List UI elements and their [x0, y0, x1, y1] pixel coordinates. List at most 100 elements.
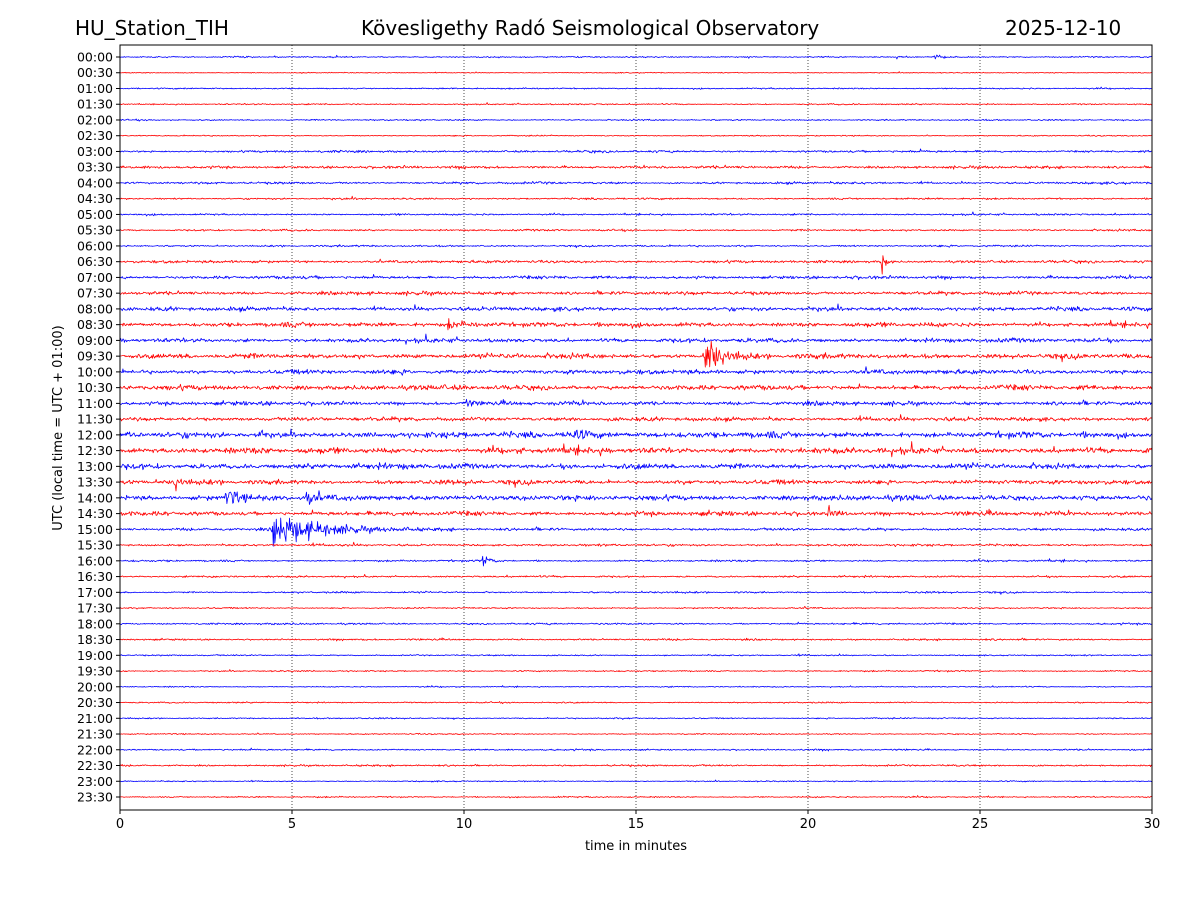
- y-tick-label: 13:00: [77, 459, 113, 474]
- y-tick-label: 04:30: [77, 191, 113, 206]
- y-tick-label: 17:00: [77, 585, 113, 600]
- trace-0100: [119, 86, 1153, 90]
- y-tick-label: 19:30: [77, 664, 113, 679]
- x-tick-label: 5: [288, 817, 296, 832]
- trace-1230: [119, 441, 1153, 458]
- y-tick-label: 00:00: [77, 50, 113, 65]
- trace-0700: [119, 274, 1153, 281]
- trace-2330: [120, 795, 1153, 799]
- trace-1600: [119, 555, 1153, 567]
- trace-0630: [119, 255, 1153, 275]
- y-tick-label: 11:30: [77, 412, 113, 427]
- y-tick-label: 14:30: [77, 506, 113, 521]
- trace-0330: [119, 164, 1153, 170]
- x-axis-label: time in minutes: [585, 839, 687, 854]
- chart-date: 2025-12-10: [1005, 16, 1122, 40]
- trace-1330: [119, 478, 1153, 492]
- trace-0930: [119, 340, 1153, 368]
- trace-1430: [119, 504, 1153, 518]
- y-tick-label: 07:30: [77, 286, 113, 301]
- trace-0900: [119, 333, 1153, 345]
- trace-1030: [119, 383, 1153, 392]
- y-tick-label: 21:30: [77, 727, 113, 742]
- y-tick-label: 18:30: [77, 632, 113, 647]
- y-tick-label: 02:00: [77, 112, 113, 127]
- y-tick-label: 21:00: [77, 711, 113, 726]
- trace-0600: [119, 244, 1153, 249]
- trace-0000: [120, 54, 1153, 60]
- trace-2100: [119, 717, 1153, 720]
- trace-1300: [119, 462, 1153, 471]
- trace-1800: [119, 621, 1153, 626]
- y-tick-label: 08:30: [77, 317, 113, 332]
- y-tick-label: 00:30: [77, 65, 113, 80]
- trace-0730: [119, 290, 1153, 297]
- trace-1000: [119, 366, 1153, 376]
- y-tick-label: 19:00: [77, 648, 113, 663]
- y-tick-label: 09:30: [77, 349, 113, 364]
- trace-0830: [119, 318, 1153, 331]
- x-tick-label: 25: [972, 817, 989, 832]
- trace-0430: [119, 195, 1153, 201]
- trace-1530: [119, 541, 1153, 547]
- y-tick-label: 20:00: [77, 679, 113, 694]
- y-tick-label: 01:30: [77, 97, 113, 112]
- y-tick-label: 04:00: [77, 175, 113, 190]
- trace-2000: [119, 685, 1153, 689]
- y-tick-label: 16:00: [77, 553, 113, 568]
- x-tick-label: 10: [456, 817, 473, 832]
- trace-0300: [119, 148, 1153, 154]
- y-tick-label: 08:00: [77, 301, 113, 316]
- trace-1130: [119, 414, 1153, 423]
- y-tick-label: 11:00: [77, 396, 113, 411]
- y-tick-label: 18:00: [77, 616, 113, 631]
- y-tick-label: 12:00: [77, 427, 113, 442]
- trace-1930: [119, 669, 1152, 673]
- station-name: HU_Station_TIH: [75, 16, 229, 40]
- y-tick-label: 16:30: [77, 569, 113, 584]
- x-tick-label: 20: [800, 817, 817, 832]
- y-tick-label: 01:00: [77, 81, 113, 96]
- y-tick-label: 03:30: [77, 160, 113, 175]
- y-tick-label: 10:00: [77, 364, 113, 379]
- y-tick-label: 17:30: [77, 601, 113, 616]
- y-tick-label: 13:30: [77, 475, 113, 490]
- y-tick-label: 15:00: [77, 522, 113, 537]
- y-tick-label: 09:00: [77, 333, 113, 348]
- y-tick-label: 03:00: [77, 144, 113, 159]
- trace-2230: [119, 763, 1153, 768]
- y-tick-label: 07:00: [77, 270, 113, 285]
- trace-1400: [119, 490, 1153, 505]
- trace-1630: [119, 574, 1153, 579]
- trace-2200: [119, 747, 1153, 752]
- chart-title: Kövesligethy Radó Seismological Observat…: [361, 16, 820, 40]
- y-tick-label: 15:30: [77, 538, 113, 553]
- x-tick-label: 15: [628, 817, 645, 832]
- trace-2030: [119, 701, 1153, 705]
- y-tick-label: 10:30: [77, 380, 113, 395]
- y-tick-label: 20:30: [77, 695, 113, 710]
- trace-0800: [119, 303, 1153, 313]
- trace-0530: [119, 228, 1153, 233]
- x-tick-label: 0: [116, 817, 124, 832]
- trace-0230: [119, 134, 1152, 137]
- y-tick-label: 23:00: [77, 774, 113, 789]
- trace-2130: [119, 732, 1153, 736]
- trace-1830: [119, 637, 1153, 642]
- y-tick-label: 06:30: [77, 254, 113, 269]
- y-tick-label: 06:00: [77, 238, 113, 253]
- trace-0400: [119, 180, 1153, 186]
- trace-1100: [119, 398, 1153, 407]
- y-tick-label: 14:00: [77, 490, 113, 505]
- y-tick-label: 02:30: [77, 128, 113, 143]
- y-axis-label: UTC (local time = UTC + 01:00): [51, 325, 66, 530]
- y-tick-label: 23:30: [77, 790, 113, 805]
- trace-2300: [119, 779, 1153, 783]
- y-tick-label: 22:30: [77, 758, 113, 773]
- trace-0200: [119, 118, 1153, 122]
- trace-1700: [119, 590, 1152, 595]
- y-tick-label: 22:00: [77, 742, 113, 757]
- trace-1200: [119, 428, 1153, 440]
- trace-1730: [119, 606, 1153, 610]
